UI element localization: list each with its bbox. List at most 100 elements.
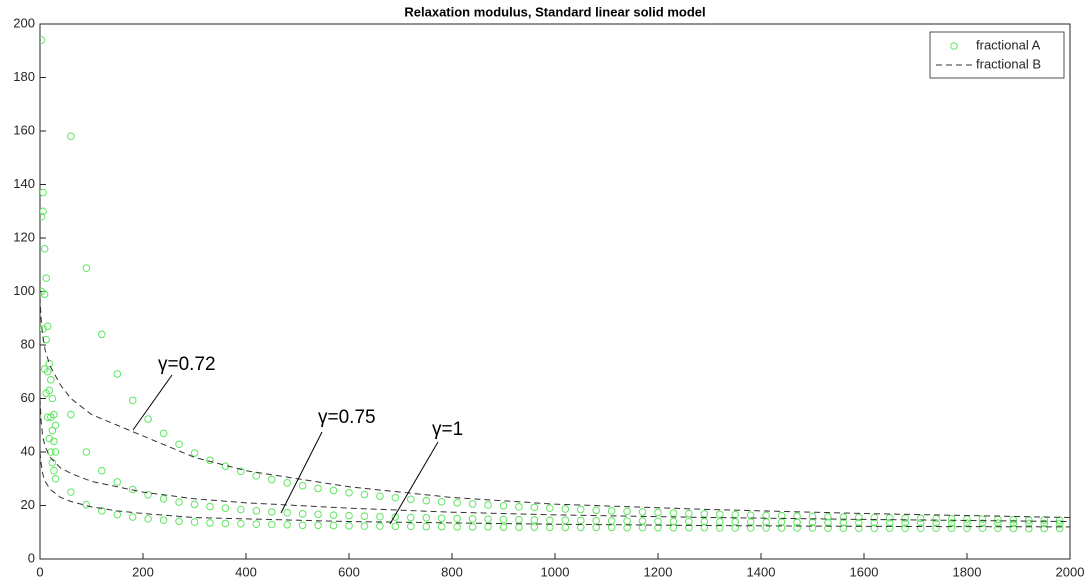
scatter-point <box>98 330 106 339</box>
scatter-point <box>422 522 431 531</box>
scatter-point <box>221 504 230 512</box>
scatter-point <box>407 495 415 504</box>
scatter-point <box>916 524 925 533</box>
scatter-point <box>283 508 292 517</box>
scatter-point <box>206 502 214 511</box>
x-tick-label: 1800 <box>953 564 982 579</box>
scatter-point <box>468 500 477 508</box>
scatter-point <box>98 466 106 475</box>
annotation-line <box>132 374 173 431</box>
scatter-point <box>1009 524 1018 533</box>
scatter-point <box>978 519 987 527</box>
scatter-point <box>128 485 137 494</box>
annotation: γ=0.75 <box>318 407 376 428</box>
y-tick-label: 160 <box>13 122 35 137</box>
y-tick-label: 140 <box>13 176 35 191</box>
scatter-point <box>870 513 879 522</box>
scatter-point <box>1055 524 1064 533</box>
scatter-point <box>499 501 508 510</box>
scatter-point <box>175 440 183 449</box>
scatter-point <box>67 488 75 496</box>
scatter-point <box>716 510 724 519</box>
scatter-point <box>267 508 276 516</box>
scatter-point <box>144 415 152 423</box>
scatter-point <box>67 132 75 141</box>
scatter-point <box>515 515 523 524</box>
scatter-point <box>1009 515 1018 524</box>
scatter-point <box>437 514 446 523</box>
scatter-point <box>1025 524 1033 533</box>
scatter-point <box>144 491 152 499</box>
legend-marker <box>950 42 958 50</box>
scatter-point <box>808 524 817 532</box>
legend-label: fractional B <box>976 56 1041 71</box>
scatter-point <box>947 515 956 523</box>
scatter-point <box>40 365 49 373</box>
x-tick-label: 1200 <box>644 564 673 579</box>
scatter-point <box>391 522 400 531</box>
annotation: γ=0.72 <box>158 354 216 375</box>
y-tick-label: 60 <box>21 390 35 405</box>
scatter-point <box>607 523 616 532</box>
scatter-point <box>716 524 724 532</box>
y-tick-label: 120 <box>13 229 35 244</box>
scatter-point <box>638 508 647 516</box>
scatter-point <box>283 520 292 529</box>
scatter-point <box>762 524 770 532</box>
scatter-point <box>978 515 987 523</box>
scatter-point <box>376 522 384 530</box>
scatter-point <box>824 512 832 521</box>
scatter-point <box>345 522 353 530</box>
scatter-point <box>499 515 508 524</box>
scatter-point <box>978 524 987 533</box>
scatter-point <box>391 493 400 502</box>
scatter-point <box>453 514 461 523</box>
scatter-point <box>839 524 848 533</box>
scatter-point <box>947 524 956 533</box>
scatter-point <box>654 508 662 517</box>
scatter-point <box>669 509 678 517</box>
scatter-point <box>669 523 678 532</box>
scatter-point <box>376 492 384 500</box>
scatter-point <box>42 335 50 344</box>
annotation: γ=1 <box>432 419 463 440</box>
scatter-point <box>994 524 1002 533</box>
scatter-point <box>43 413 52 422</box>
scatter-point <box>855 513 863 522</box>
scatter-point <box>48 394 57 403</box>
scatter-point <box>113 370 122 378</box>
scatter-point <box>561 505 570 513</box>
scatter-point <box>221 519 230 528</box>
scatter-point <box>51 448 60 456</box>
scatter-point <box>530 516 539 524</box>
line-series <box>40 451 1070 528</box>
scatter-point <box>839 513 848 521</box>
scatter-point <box>1040 519 1049 528</box>
x-tick-label: 600 <box>338 564 360 579</box>
scatter-point <box>901 524 910 533</box>
scatter-point <box>283 478 292 487</box>
x-tick-label: 2000 <box>1056 564 1085 579</box>
scatter-point <box>267 475 276 484</box>
scatter-point <box>793 524 801 532</box>
scatter-point <box>206 456 214 465</box>
scatter-point <box>1040 524 1049 533</box>
scatter-point <box>159 516 168 525</box>
scatter-point <box>453 499 461 507</box>
scatter-point <box>67 410 75 419</box>
scatter-point <box>298 509 307 518</box>
scatter-point <box>175 517 183 526</box>
scatter-point <box>82 264 91 273</box>
scatter-point <box>45 359 54 368</box>
scatter-point <box>40 36 46 44</box>
scatter-point <box>329 521 338 530</box>
scatter-point <box>267 520 276 529</box>
scatter-point <box>422 496 431 505</box>
scatter-point <box>515 503 523 511</box>
scatter-point <box>314 484 322 493</box>
scatter-point <box>345 511 353 520</box>
scatter-point <box>623 507 631 516</box>
scatter-point <box>746 524 755 532</box>
y-tick-label: 0 <box>28 550 35 565</box>
